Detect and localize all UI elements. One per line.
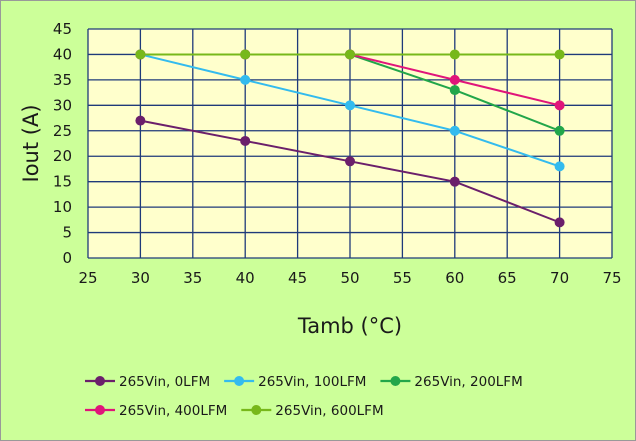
legend-label: 265Vin, 200LFM bbox=[414, 374, 522, 390]
data-point bbox=[449, 125, 460, 136]
legend-item: 265Vin, 200LFM bbox=[380, 374, 523, 390]
x-tick-label: 30 bbox=[131, 269, 150, 287]
data-point bbox=[449, 176, 460, 187]
x-tick-label: 65 bbox=[498, 269, 517, 287]
legend-item: 265Vin, 0LFM bbox=[85, 374, 210, 390]
x-tick-label: 35 bbox=[183, 269, 202, 287]
legend-label: 265Vin, 600LFM bbox=[275, 403, 383, 419]
series bbox=[135, 49, 565, 60]
legend-swatch-marker bbox=[390, 376, 401, 386]
data-point bbox=[449, 85, 460, 96]
y-axis-title: Iout (A) bbox=[19, 104, 43, 182]
y-tick-label: 15 bbox=[53, 173, 72, 191]
legend-swatch-marker bbox=[251, 405, 262, 415]
y-tick-label: 20 bbox=[53, 147, 72, 165]
legend-label: 265Vin, 400LFM bbox=[119, 403, 227, 419]
legend: 265Vin, 0LFM 265Vin, 100LFM 265Vin, 200LFM… bbox=[85, 374, 523, 419]
data-point bbox=[554, 161, 565, 172]
data-point bbox=[449, 74, 460, 85]
data-point bbox=[554, 49, 565, 60]
legend-label: 265Vin, 100LFM bbox=[258, 374, 366, 390]
data-point bbox=[345, 49, 355, 60]
y-tick-label: 10 bbox=[53, 198, 72, 216]
series-layer bbox=[135, 49, 565, 228]
x-tick-label: 45 bbox=[288, 269, 307, 287]
data-point bbox=[554, 125, 565, 136]
data-point bbox=[345, 156, 355, 167]
x-tick-label: 70 bbox=[550, 269, 569, 287]
x-tick-label: 40 bbox=[236, 269, 255, 287]
data-point bbox=[135, 49, 146, 60]
x-tick-label: 75 bbox=[602, 269, 621, 287]
data-point bbox=[240, 74, 251, 85]
x-tick-label: 60 bbox=[445, 269, 464, 287]
x-tick-label: 25 bbox=[78, 269, 97, 287]
data-point bbox=[240, 49, 251, 60]
data-point bbox=[554, 100, 565, 111]
y-tick-label: 0 bbox=[62, 249, 72, 267]
legend-item: 265Vin, 400LFM bbox=[85, 403, 227, 419]
data-point bbox=[449, 49, 460, 60]
legend-item: 265Vin, 600LFM bbox=[241, 403, 384, 419]
y-tick-label: 5 bbox=[62, 224, 72, 242]
data-point bbox=[240, 135, 251, 146]
data-point bbox=[554, 217, 565, 228]
x-axis-title: Tamb (°C) bbox=[297, 314, 402, 338]
x-tick-label: 50 bbox=[340, 269, 359, 287]
data-point bbox=[345, 100, 355, 111]
legend-label: 265Vin, 0LFM bbox=[119, 374, 210, 390]
y-tick-label: 25 bbox=[53, 122, 72, 140]
y-tick-label: 30 bbox=[53, 96, 72, 114]
x-tick-label: 55 bbox=[393, 269, 412, 287]
tick-layer: 25 30 35 40 45 50 55 60 65 70 75 0 5 10 15 20 25 30 35 40 45 bbox=[53, 20, 622, 287]
y-tick-label: 35 bbox=[53, 71, 72, 89]
legend-item: 265Vin, 100LFM bbox=[224, 374, 366, 390]
y-tick-label: 45 bbox=[53, 20, 72, 38]
data-point bbox=[135, 115, 146, 126]
legend-swatch-marker bbox=[234, 376, 245, 386]
series bbox=[135, 115, 565, 228]
legend-swatch-marker bbox=[95, 405, 105, 415]
y-tick-label: 40 bbox=[53, 45, 72, 63]
legend-swatch-marker bbox=[95, 376, 105, 386]
